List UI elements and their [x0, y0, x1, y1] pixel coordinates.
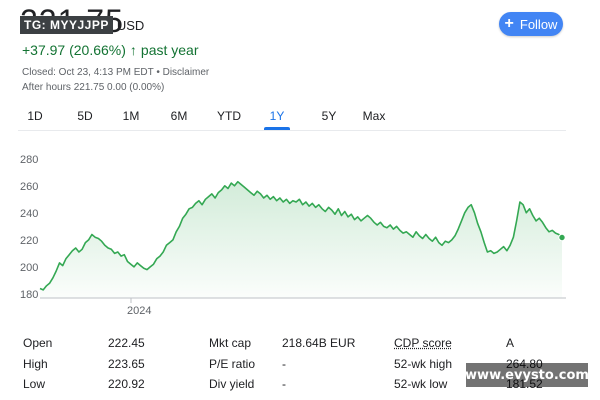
change-period: past year — [140, 42, 199, 58]
stat-value-high: 223.65 — [108, 357, 145, 371]
watermark: www.evysto.com — [465, 363, 589, 387]
stat-label-high: High — [23, 357, 48, 371]
y-tick-label-280: 280 — [20, 154, 38, 166]
plus-icon: + — [504, 15, 514, 32]
tab-max[interactable]: Max — [362, 109, 386, 123]
stat-label-div-yield: Div yield — [209, 377, 255, 391]
tab-5d[interactable]: 5D — [77, 109, 93, 123]
stat-value-pe-ratio: - — [282, 357, 286, 371]
stat-value-cdp-score: A — [506, 336, 515, 350]
price-line — [39, 180, 563, 291]
tab-1m[interactable]: 1M — [122, 109, 140, 123]
y-tick-label-200: 200 — [20, 262, 38, 274]
tab-ytd[interactable]: YTD — [217, 109, 241, 123]
stat-label-pe-ratio: P/E ratio — [209, 357, 256, 371]
tab-1y[interactable]: 1Y — [264, 106, 290, 130]
price-chart[interactable]: 180 200 220 240 260 280 2024 — [0, 150, 600, 320]
y-tick-label-240: 240 — [20, 208, 38, 220]
tabs-divider — [18, 130, 566, 131]
closed-status: Closed: Oct 23, 4:13 PM EDT • Disclaimer — [22, 67, 210, 78]
tab-5y[interactable]: 5Y — [321, 109, 337, 123]
stat-label-mkt-cap: Mkt cap — [209, 336, 252, 350]
stat-label-52wk-low: 52-wk low — [394, 377, 448, 391]
stat-label-open: Open — [23, 336, 53, 350]
follow-button[interactable]: + Follow — [499, 12, 563, 36]
stat-value-mkt-cap: 218.64B EUR — [282, 336, 356, 350]
y-tick-label-260: 260 — [20, 181, 38, 193]
stat-label-cdp-score[interactable]: CDP score — [394, 336, 452, 350]
price-change: +37.97 (20.66%) ↑ past year — [22, 42, 199, 58]
y-tick-label-220: 220 — [20, 235, 38, 247]
y-tick-label-180: 180 — [20, 289, 38, 301]
change-value: +37.97 (20.66%) — [22, 42, 126, 58]
stat-label-low: Low — [23, 377, 46, 391]
x-tick-label-2024: 2024 — [127, 305, 151, 317]
last-price-dot — [558, 233, 566, 242]
follow-label: Follow — [519, 16, 558, 32]
price-area — [40, 181, 562, 298]
after-hours-status: After hours 221.75 0.00 (0.00%) — [22, 82, 165, 93]
tab-6m[interactable]: 6M — [170, 109, 188, 123]
up-arrow-icon: ↑ — [129, 42, 137, 58]
tab-1d[interactable]: 1D — [27, 109, 43, 123]
stat-value-div-yield: - — [282, 377, 286, 391]
stat-label-52wk-high: 52-wk high — [394, 357, 453, 371]
ticker-overlay: TG: MYYJJPP USD — [20, 15, 144, 35]
stat-value-open: 222.45 — [108, 336, 145, 350]
currency-label: USD — [116, 17, 145, 33]
range-tabs: 1D 5D 1M 6M YTD 1Y 5Y Max — [18, 106, 392, 130]
ticker-symbol: TG: MYYJJPP — [20, 16, 113, 34]
stat-value-low: 220.92 — [108, 377, 145, 391]
